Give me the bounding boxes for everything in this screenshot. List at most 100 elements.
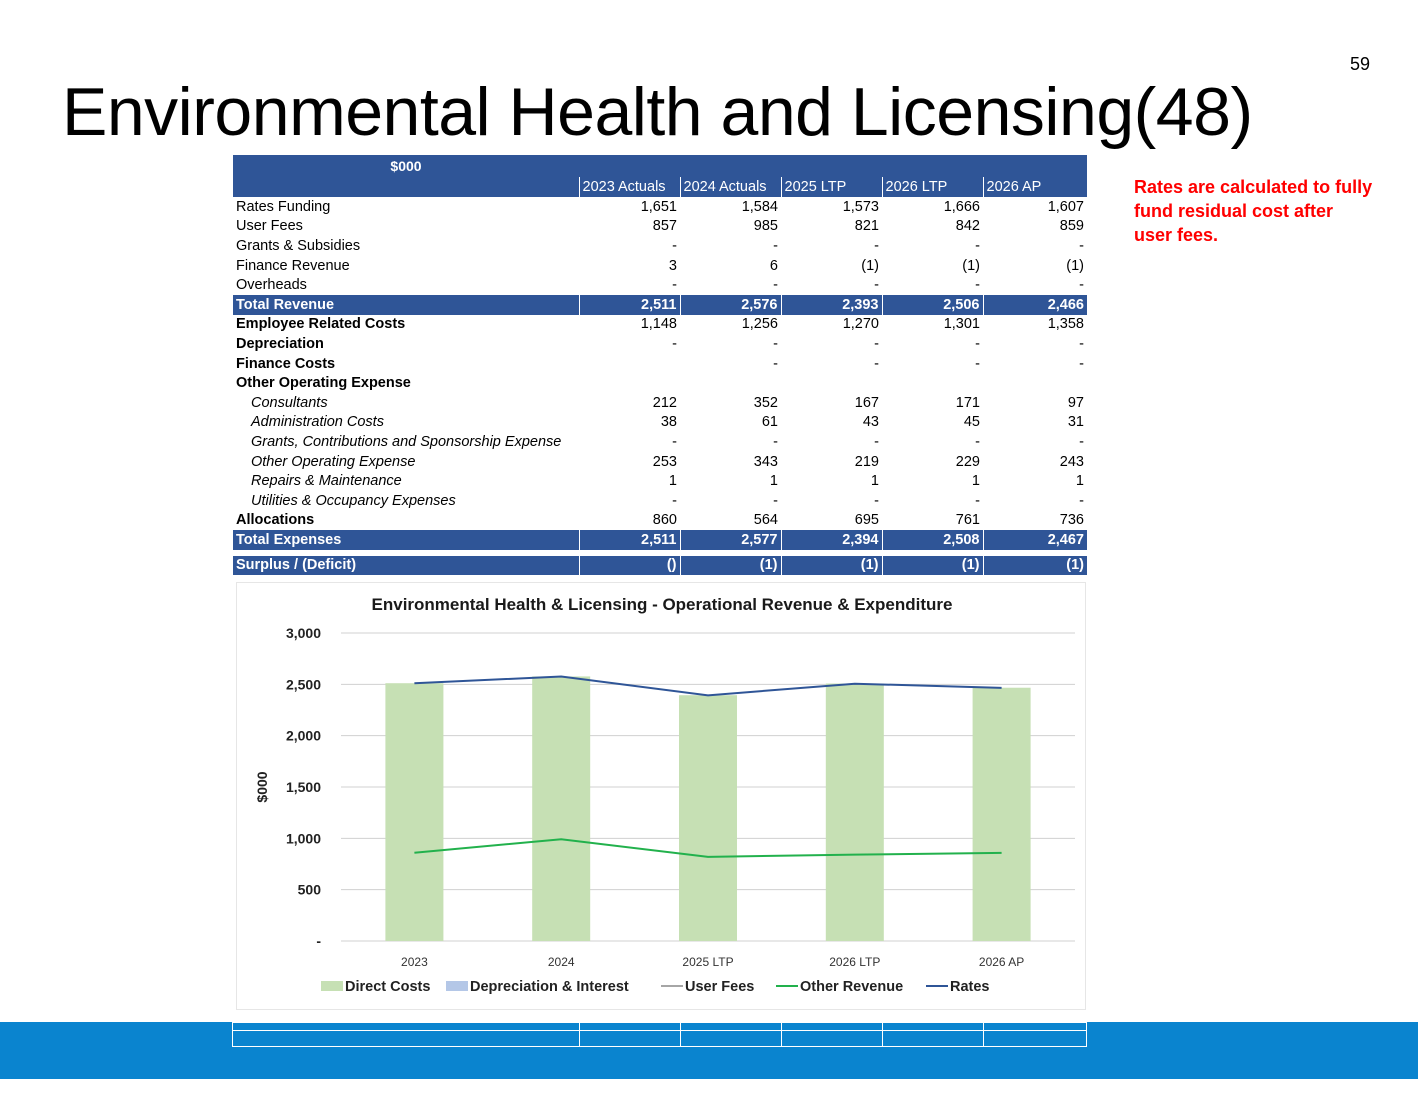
row-value: [579, 354, 680, 374]
row-value: -: [672, 237, 677, 254]
line-rates: [414, 675, 1002, 697]
financial-table: $000 2023 Actuals 2024 Actuals 2025 LTP …: [233, 155, 1087, 576]
column-header: 2023 Actuals: [578, 177, 680, 197]
y-tick-label: 1,000: [286, 830, 321, 846]
row-value: 1,148: [640, 316, 677, 333]
row-value: 2,511: [578, 530, 680, 550]
row-value: (1): [861, 257, 879, 274]
row-value: 219: [854, 453, 879, 470]
row-value: 229: [955, 453, 980, 470]
legend-swatch-direct-costs: [321, 981, 343, 991]
row-value: -: [1079, 237, 1084, 254]
y-tick-label: 2,000: [286, 728, 321, 744]
row-value: 2,467: [982, 530, 1087, 550]
row-value: 1,256: [741, 316, 778, 333]
row-value: -: [975, 433, 980, 450]
bar-direct-costs: [532, 676, 591, 941]
row-value: 43: [862, 414, 879, 431]
row-value: -: [1079, 433, 1084, 450]
row-value: -: [874, 237, 879, 254]
row-value: -: [975, 355, 980, 372]
legend-label-depreciation-interest: Depreciation & Interest: [470, 979, 629, 995]
row-label: Total Expenses: [233, 530, 579, 550]
legend-label-rates: Rates: [950, 979, 990, 995]
revenue-expenditure-chart: Environmental Health & Licensing - Opera…: [236, 582, 1086, 1010]
row-value: (1): [881, 555, 983, 576]
row-value: 343: [753, 453, 778, 470]
row-value: 736: [1059, 512, 1084, 529]
row-value: -: [975, 335, 980, 352]
row-value: (1): [1066, 257, 1084, 274]
table-row: Administration Costs 38 61 43 45 31: [233, 413, 1087, 433]
table-row: Utilities & Occupancy Expenses - - - - -: [233, 491, 1087, 511]
row-value: -: [975, 277, 980, 294]
row-value: [882, 373, 983, 393]
line-other-revenue: [414, 838, 1002, 858]
row-value: -: [773, 433, 778, 450]
row-label: Finance Revenue: [236, 257, 350, 274]
row-value: 857: [652, 218, 677, 235]
table-row: Grants, Contributions and Sponsorship Ex…: [233, 432, 1087, 452]
row-value: -: [874, 433, 879, 450]
row-value: 1: [971, 473, 980, 490]
row-value: 38: [660, 414, 677, 431]
row-value: 1: [668, 473, 677, 490]
table-row: Total Expenses 2,511 2,577 2,394 2,508 2,467: [233, 530, 1087, 550]
row-label: Administration Costs: [251, 414, 384, 431]
y-tick-label: 500: [298, 882, 322, 898]
row-value: 171: [955, 394, 980, 411]
table-row: Finance Revenue 3 6 (1) (1) (1): [233, 256, 1087, 276]
row-label: Repairs & Maintenance: [251, 473, 402, 490]
table-row: User Fees 857 985 821 842 859: [233, 217, 1087, 237]
row-value: 1,301: [943, 316, 980, 333]
chart-title: Environmental Health & Licensing - Opera…: [372, 595, 953, 614]
unit-header: $000: [233, 155, 579, 177]
row-label: User Fees: [236, 218, 303, 235]
rates-note: Rates are calculated to fully fund resid…: [1134, 177, 1373, 245]
row-value: 1: [769, 473, 778, 490]
bar-direct-costs: [825, 683, 884, 941]
row-value: 1,651: [640, 198, 677, 215]
y-tick-label: -: [316, 933, 321, 949]
row-value: 2,511: [578, 294, 680, 315]
row-value: (1): [679, 555, 781, 576]
bar-direct-costs: [972, 687, 1031, 941]
row-label: Finance Costs: [236, 355, 336, 372]
row-value: -: [874, 335, 879, 352]
table-row: Allocations 860 564 695 761 736: [233, 511, 1087, 531]
row-value: 1,584: [741, 198, 778, 215]
table-row: Finance Costs - - - -: [233, 354, 1087, 374]
y-tick-label: 3,000: [286, 625, 321, 641]
row-value: (1): [962, 257, 980, 274]
row-label: Consultants: [251, 394, 328, 411]
row-value: -: [1079, 277, 1084, 294]
row-value: 243: [1059, 453, 1084, 470]
row-value: [579, 373, 680, 393]
x-tick-label: 2023: [401, 955, 428, 969]
row-value: 61: [761, 414, 778, 431]
y-tick-label: 2,500: [286, 676, 321, 692]
legend-label-other-revenue: Other Revenue: [800, 979, 903, 995]
row-value: (1): [982, 555, 1087, 576]
table-row: Grants & Subsidies - - - - -: [233, 236, 1087, 256]
row-value: -: [975, 237, 980, 254]
row-value: [680, 373, 781, 393]
row-value: (): [578, 555, 680, 576]
bar-direct-costs: [679, 695, 737, 941]
row-label: Grants, Contributions and Sponsorship Ex…: [251, 433, 562, 450]
row-value: 2,393: [780, 294, 882, 315]
row-value: 1,607: [1047, 198, 1084, 215]
column-header: 2024 Actuals: [679, 177, 781, 197]
row-value: -: [773, 355, 778, 372]
row-value: -: [773, 335, 778, 352]
row-value: 45: [963, 414, 980, 431]
table-row: Repairs & Maintenance 1 1 1 1 1: [233, 471, 1087, 491]
x-tick-label: 2024: [548, 955, 575, 969]
row-label: Depreciation: [236, 335, 324, 352]
row-value: 3: [668, 257, 677, 274]
row-value: [781, 373, 882, 393]
row-value: -: [874, 355, 879, 372]
row-value: 1,666: [943, 198, 980, 215]
row-value: 985: [753, 218, 778, 235]
row-value: 212: [652, 394, 677, 411]
